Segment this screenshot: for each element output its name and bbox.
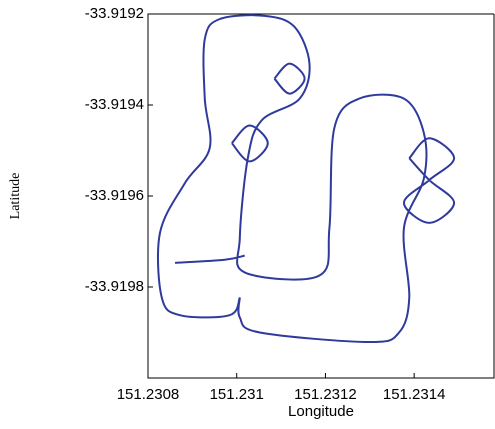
x-tick-label: 151.2312 (294, 386, 357, 403)
x-tick-label: 151.2314 (383, 386, 446, 403)
y-axis-label: Latitude (8, 173, 23, 220)
y-tick-label: -33.9194 (85, 96, 144, 113)
plot-frame (147, 13, 495, 379)
x-tick-label: 151.2308 (117, 386, 180, 403)
trajectory-line (156, 14, 456, 344)
x-tick-label: 151.231 (210, 386, 264, 403)
x-axis-label: Longitude (288, 403, 354, 420)
y-tick-label: -33.9196 (85, 187, 144, 204)
y-tick-label: -33.9192 (85, 5, 144, 22)
y-tick-label: -33.9198 (85, 278, 144, 295)
